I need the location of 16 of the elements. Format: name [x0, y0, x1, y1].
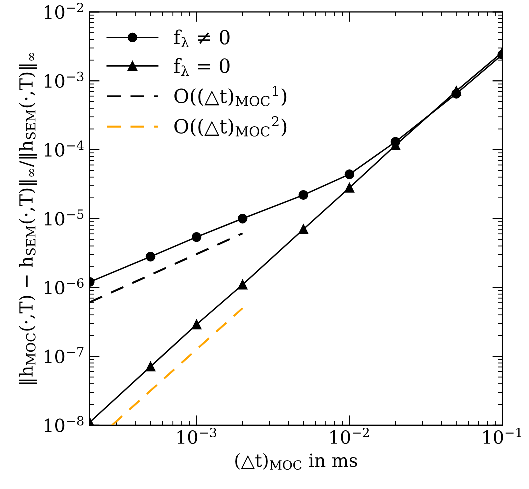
x-tick-label: 10$^{−3}$ — [178, 428, 216, 444]
y-tick-label: 10$^{−2}$ — [45, 3, 84, 20]
y-tick-label: 10$^{−8}$ — [45, 416, 84, 432]
legend-label: f$_{λ}$ ≠ 0 — [174, 30, 230, 48]
y-tick-label: 10$^{−4}$ — [45, 140, 84, 157]
x-axis-title: (△t)$_{MOC}$ in ms — [236, 453, 358, 470]
x-tick-label: 10$^{−2}$ — [330, 428, 370, 444]
y-tick-label: 10$^{−7}$ — [45, 348, 84, 364]
x-tick-label: 10$^{−1}$ — [484, 428, 522, 444]
legend-label: f$_{λ}$ = 0 — [174, 58, 230, 76]
y-tick-label: 10$^{−6}$ — [45, 278, 84, 295]
legend-label: O((△t)$_{MOC}$$^{2}$) — [174, 116, 287, 137]
text: ‖h$_{MOC}$(·,T) − h$_{SEM}$(·,T)‖$_{∞}$/‖h$_{SEM}$(·,T)‖$_{∞}$ — [19, 53, 38, 384]
y-tick-label: 10$^{−3}$ — [45, 72, 84, 88]
legend-label: O((△t)$_{MOC}$$^{1}$) — [174, 86, 287, 106]
y-tick-label: 10$^{−5}$ — [45, 210, 84, 226]
